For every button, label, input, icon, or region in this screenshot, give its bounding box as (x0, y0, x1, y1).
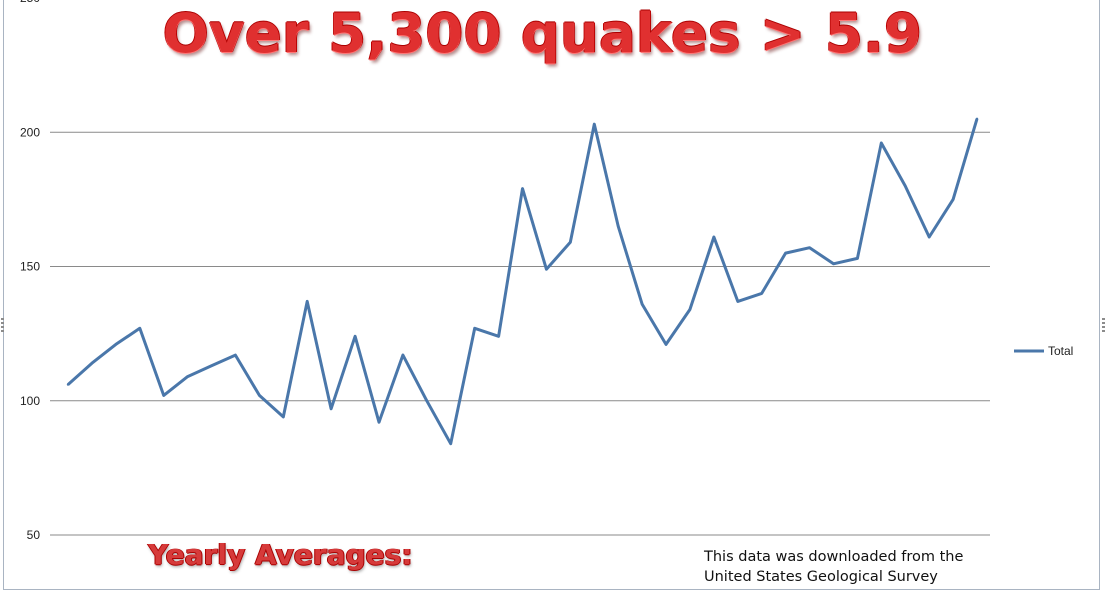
y-tick-label-200: 200 (20, 125, 40, 139)
y-tick-label-50: 50 (27, 528, 41, 542)
data-point (258, 394, 261, 397)
data-point (306, 300, 309, 303)
data-point (497, 335, 500, 338)
right-resize-handle-icon[interactable] (1102, 318, 1105, 332)
data-point (712, 235, 716, 239)
legend-label-total: Total (1048, 344, 1073, 358)
data-point (66, 383, 70, 386)
data-point (736, 300, 739, 303)
data-point (401, 353, 405, 357)
y-tick-label-250: 250 (20, 0, 40, 5)
chart-headline: Over 5,300 quakes > 5.9 (162, 2, 923, 65)
data-point (688, 308, 692, 311)
y-axis-tick-labels: 50 100 150 200 250 (20, 0, 40, 542)
data-point (473, 327, 476, 330)
data-point (545, 268, 548, 271)
data-point (951, 198, 955, 201)
source-note-line-2: United States Geological Survey (704, 569, 938, 585)
data-point (664, 343, 668, 346)
gridlines (50, 131, 990, 536)
data-point (210, 364, 213, 367)
source-note: This data was downloaded from the United… (704, 547, 1004, 587)
series-layer (66, 117, 979, 446)
data-point (928, 235, 931, 239)
data-point (569, 241, 572, 244)
y-tick-label-100: 100 (20, 394, 40, 408)
data-point (832, 262, 835, 265)
y-tick-label-150: 150 (20, 260, 40, 274)
data-point (784, 251, 787, 255)
data-point (329, 407, 333, 410)
legend: Total (1014, 344, 1073, 358)
left-resize-handle-icon[interactable] (1, 318, 4, 332)
data-point (90, 362, 94, 365)
data-point (904, 184, 907, 188)
data-point (640, 302, 644, 306)
yearly-averages-heading: Yearly Averages: (148, 538, 413, 571)
data-point (975, 117, 979, 121)
data-point (162, 394, 165, 397)
data-point (593, 123, 596, 126)
data-point (234, 353, 237, 357)
data-point (521, 187, 524, 190)
data-point (114, 343, 118, 346)
data-point (808, 246, 811, 249)
data-point (760, 292, 763, 295)
source-note-line-1: This data was downloaded from the (704, 549, 964, 565)
data-point (617, 225, 620, 228)
data-point (856, 257, 859, 260)
data-point (880, 141, 883, 145)
data-point (282, 415, 285, 419)
data-point (449, 442, 452, 445)
data-point (186, 375, 189, 378)
data-point (353, 335, 357, 338)
data-point (377, 421, 381, 424)
data-point (138, 327, 141, 330)
data-point (425, 399, 428, 402)
series-line-total (66, 118, 979, 446)
